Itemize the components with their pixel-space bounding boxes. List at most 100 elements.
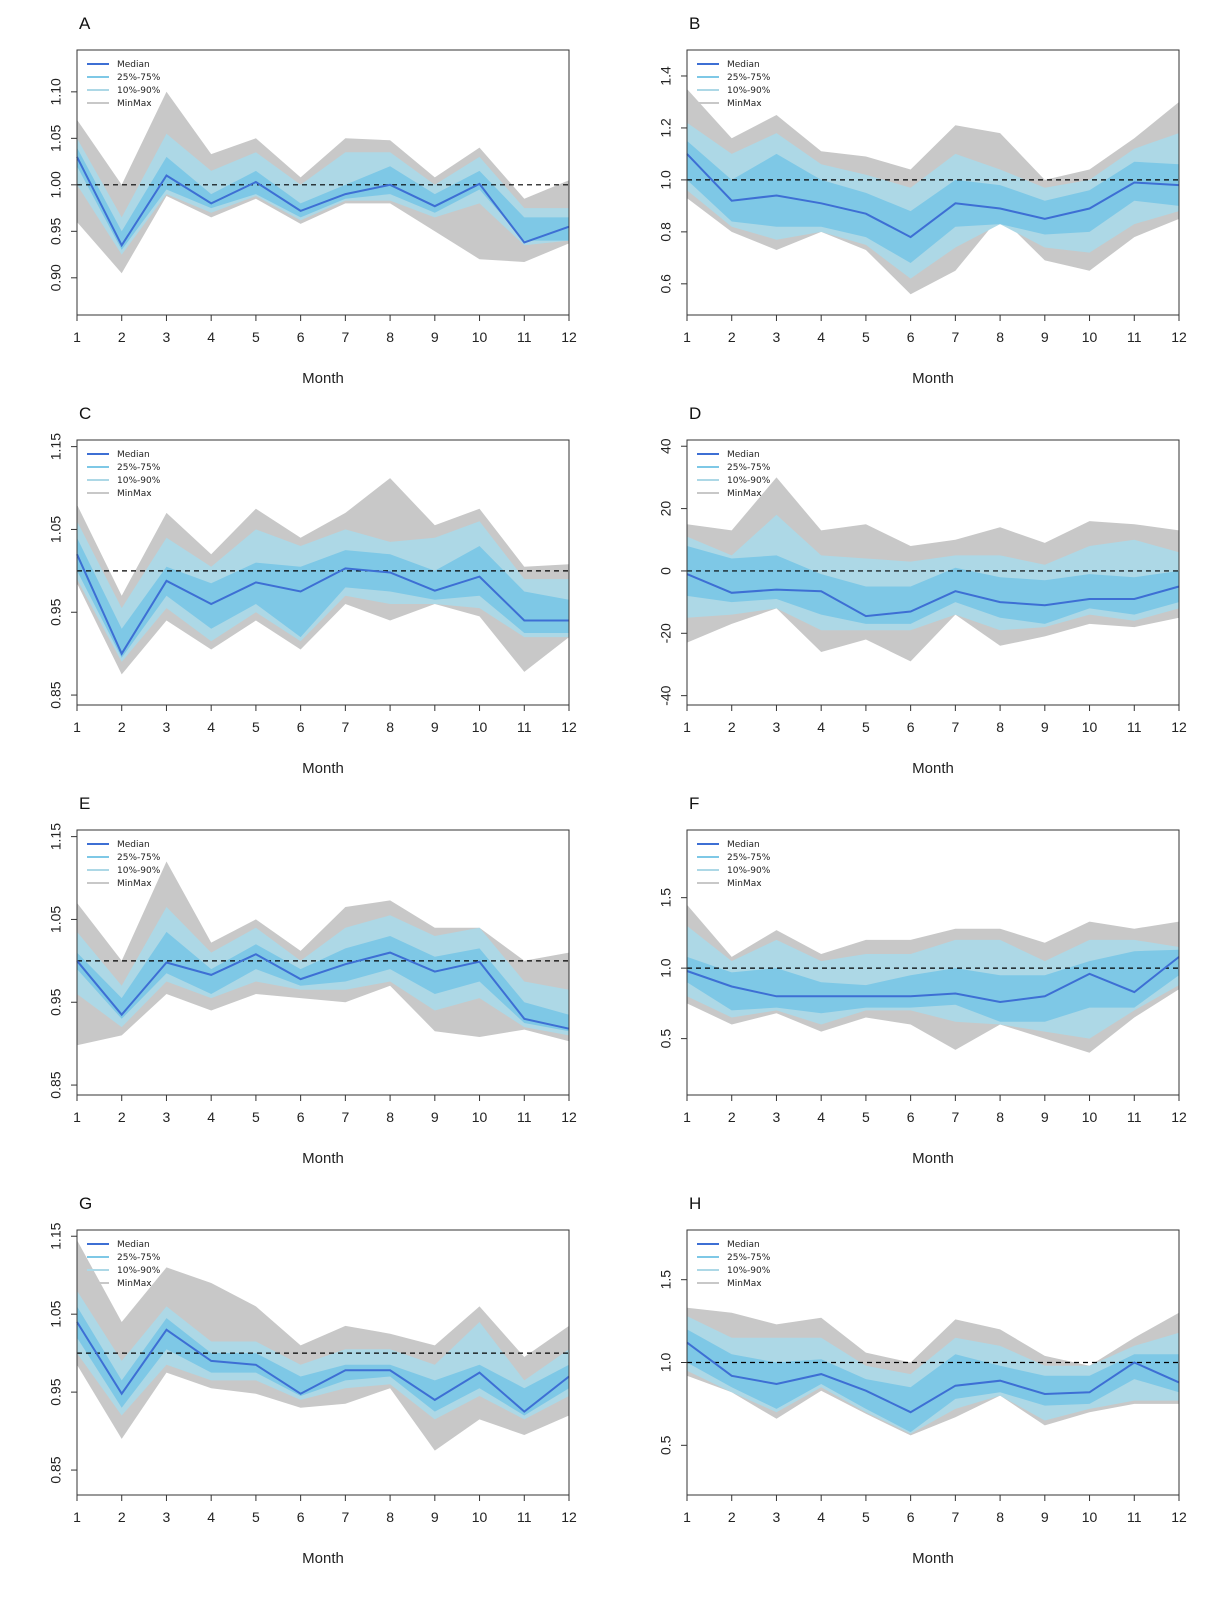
legend-minmax-label: MinMax [117,879,152,889]
x-tick-label: 6 [907,719,915,735]
y-tick-label: 20 [658,501,674,517]
band-25-75 [77,931,569,1032]
x-tick-label: 8 [386,1109,394,1125]
y-tick-label: 0.95 [48,1378,64,1405]
x-tick-label: 8 [996,329,1004,345]
x-tick-label: 8 [386,719,394,735]
x-tick-label: 4 [817,1509,825,1525]
chart-panel-a: A 1 2 3 4 5 6 7 8 9 10 11 12 0.90 0.95 1.00 1.05 1.10 Mont… [0,10,600,400]
x-tick-label: 10 [472,329,488,345]
legend-10-90-label: 10%-90% [117,1266,161,1276]
x-tick-label: 2 [728,329,736,345]
legend-25-75-label: 25%-75% [727,73,771,83]
x-tick-label: 7 [341,719,349,735]
plot-svg: 1 2 3 4 5 6 7 8 9 10 11 120.51.01.5MonthMedian25%-7… [658,829,1187,1167]
x-axis-title: Month [912,1550,954,1567]
x-tick-label: 2 [728,1509,736,1525]
x-tick-label: 11 [1127,329,1142,345]
x-tick-label: 9 [1041,1109,1049,1125]
band-25-75 [687,949,1179,1022]
x-tick-label: 10 [472,719,488,735]
x-tick-label: 4 [207,329,215,345]
legend-median-label: Median [727,60,760,70]
plot-frame [686,829,1180,1096]
x-axis-title: Month [912,370,954,387]
x-tick-label: 12 [1171,329,1187,345]
x-tick-label: 5 [252,719,260,735]
y-tick-label: 0.95 [48,988,64,1015]
legend-25-75-label: 25%-75% [117,1253,161,1263]
y-tick-label: 1.05 [48,124,64,151]
y-tick-label: 1.05 [48,516,64,543]
x-tick-label: 10 [1082,1509,1098,1525]
x-tick-label: 6 [297,1509,305,1525]
legend-10-90-label: 10%-90% [117,86,161,96]
chart-panel-e: E 1 2 3 4 5 6 7 8 9 10 11 12 0.85 0.95 1.05 1.15 Month Med… [0,790,600,1180]
x-tick-label: 12 [1171,719,1187,735]
x-tick-label: 10 [1082,1109,1098,1125]
x-tick-label: 2 [728,719,736,735]
x-tick-label: 6 [907,1109,915,1125]
median-line [686,1341,1180,1414]
legend-median-label: Median [117,840,150,850]
plot-svg: 1 2 3 4 5 6 7 8 9 10 11 120.850.951.051.15MonthMedi… [48,823,577,1167]
x-tick-label: 11 [517,1109,532,1125]
median-line [76,156,570,248]
plot-frame [686,439,1180,706]
median-line [76,1321,570,1413]
y-tick-label: 1.05 [48,906,64,933]
legend-minmax-label: MinMax [727,879,762,889]
chart-panel-g: G 1 2 3 4 5 6 7 8 9 10 11 12 0.85 0.95 1.05 1.15 Month Med… [0,1190,600,1580]
y-tick-label: 1.0 [658,1353,674,1373]
plot-frame [76,829,570,1096]
y-tick-label: 1.15 [48,823,64,850]
x-tick-label: 3 [773,1509,781,1525]
y-tick-label: 0.90 [48,264,64,291]
legend-25-75-label: 25%-75% [727,853,771,863]
legend-median-label: Median [117,450,150,460]
y-tick-label: 1.0 [658,170,674,190]
median-line [686,573,1180,618]
x-tick-label: 8 [386,1509,394,1525]
x-tick-label: 4 [207,1109,215,1125]
x-tick-label: 11 [517,719,532,735]
x-tick-label: 2 [118,719,126,735]
x-tick-label: 9 [431,1109,439,1125]
x-tick-label: 9 [1041,719,1049,735]
panel-letter: F [689,794,700,813]
x-tick-label: 6 [907,329,915,345]
legend-minmax-label: MinMax [117,99,152,109]
legend-minmax-label: MinMax [727,489,762,499]
panel-letter: E [79,794,91,813]
plot-svg: 1 2 3 4 5 6 7 8 9 10 11 12-40-2002040MonthMedian25%… [658,438,1187,777]
x-tick-label: 1 [73,719,81,735]
plot-frame [76,1229,570,1496]
y-tick-label: 0 [658,567,674,575]
x-tick-label: 2 [728,1109,736,1125]
legend-10-90-label: 10%-90% [117,866,161,876]
x-tick-label: 3 [163,1109,171,1125]
x-tick-label: 4 [817,329,825,345]
y-tick-label: 1.5 [658,888,674,908]
y-tick-label: 0.95 [48,217,64,244]
plot-svg: 1 2 3 4 5 6 7 8 9 10 11 120.850.951.051.15MonthMedi… [48,1222,577,1567]
band-25-75 [687,1329,1179,1433]
legend-10-90-label: 10%-90% [727,866,771,876]
panel-letter: G [79,1194,93,1213]
x-tick-label: 5 [252,1509,260,1525]
median-line [686,956,1180,1004]
x-tick-label: 4 [207,719,215,735]
x-tick-label: 8 [996,719,1004,735]
x-tick-label: 6 [297,329,305,345]
x-tick-label: 5 [862,719,870,735]
x-tick-label: 5 [862,1509,870,1525]
legend-median-label: Median [727,840,760,850]
plot-svg: 1 2 3 4 5 6 7 8 9 10 11 120.51.01.5MonthMedian25%-7… [658,1229,1187,1567]
x-tick-label: 10 [472,1509,488,1525]
x-tick-label: 3 [163,719,171,735]
x-tick-label: 12 [561,1109,577,1125]
band-25-75 [77,147,569,250]
band-25-75 [77,1306,569,1416]
x-tick-label: 4 [817,719,825,735]
x-tick-label: 9 [431,329,439,345]
